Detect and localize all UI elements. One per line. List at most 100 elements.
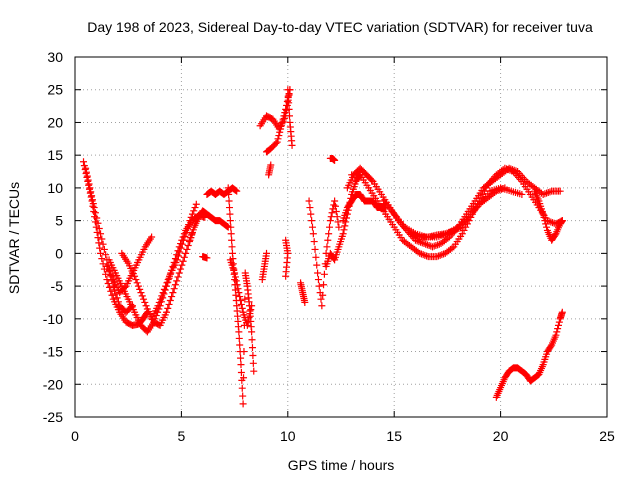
data-point: [179, 257, 187, 265]
data-point: [312, 253, 320, 261]
data-point: [177, 244, 185, 252]
series-arc-9: [203, 184, 241, 198]
data-point: [411, 231, 419, 239]
data-point: [237, 300, 245, 308]
data-point: [238, 304, 246, 312]
data-point: [308, 223, 316, 231]
data-point: [142, 302, 150, 310]
data-point: [549, 219, 557, 227]
data-point: [310, 238, 318, 246]
data-point: [494, 187, 502, 195]
series-arc-24: [348, 164, 566, 261]
data-point: [558, 217, 566, 225]
data-point: [543, 189, 551, 197]
data-point: [418, 239, 426, 247]
data-point: [239, 400, 247, 408]
data-point: [311, 245, 319, 253]
data-point: [335, 223, 343, 231]
data-point: [103, 276, 111, 284]
data-point: [283, 98, 291, 106]
data-point: [185, 221, 193, 229]
data-point: [132, 276, 140, 284]
data-point: [181, 232, 189, 240]
data-point: [284, 92, 292, 100]
series-arc-21: [326, 154, 339, 164]
data-point: [104, 279, 112, 287]
data-point: [274, 135, 282, 143]
y-tick-label: 5: [55, 213, 63, 229]
data-point: [231, 269, 239, 277]
data-point: [334, 218, 342, 226]
data-point: [178, 240, 186, 248]
data-point: [240, 374, 248, 382]
data-point: [225, 197, 233, 205]
data-point: [539, 190, 547, 198]
data-point: [417, 250, 425, 258]
series-arc-20: [322, 171, 364, 270]
data-point: [236, 293, 244, 301]
y-tick-label: -5: [51, 278, 64, 294]
data-point: [171, 281, 179, 289]
data-point: [88, 192, 96, 200]
data-point: [423, 241, 431, 249]
data-point: [315, 282, 323, 290]
data-point: [323, 243, 331, 251]
data-point: [416, 249, 424, 257]
data-point: [233, 281, 241, 289]
data-point: [105, 283, 113, 291]
y-tick-label: 25: [47, 82, 63, 98]
data-point: [326, 223, 334, 231]
data-point: [324, 236, 332, 244]
data-point: [227, 223, 235, 231]
y-tick-label: -15: [43, 344, 63, 360]
data-point: [94, 219, 102, 227]
data-point: [450, 226, 458, 234]
data-point: [301, 298, 309, 306]
data-point: [170, 285, 178, 293]
data-point: [305, 197, 313, 205]
data-point: [178, 261, 186, 269]
data-point: [93, 214, 101, 222]
x-tick-label: 10: [280, 428, 296, 444]
data-point: [446, 228, 454, 236]
data-point: [164, 304, 172, 312]
data-point: [121, 283, 129, 291]
x-tick-label: 0: [71, 428, 79, 444]
data-point: [441, 230, 449, 238]
data-point: [232, 277, 240, 285]
data-point: [235, 334, 243, 342]
data-point: [82, 164, 90, 172]
data-point: [239, 392, 247, 400]
data-point: [248, 336, 256, 344]
data-point: [430, 242, 438, 250]
data-point: [433, 253, 441, 261]
data-point: [278, 118, 286, 126]
series-arc-10: [224, 184, 258, 408]
data-point: [223, 222, 231, 230]
series-arc-26: [407, 184, 509, 241]
data-point: [86, 184, 94, 192]
data-point: [99, 260, 107, 268]
data-point: [102, 251, 110, 259]
data-point: [279, 115, 287, 123]
data-point: [166, 296, 174, 304]
data-point: [458, 230, 466, 238]
data-point: [93, 228, 101, 236]
data-point: [148, 233, 156, 241]
data-point: [169, 289, 177, 297]
data-point: [84, 176, 92, 184]
data-point: [186, 217, 194, 225]
data-point: [160, 285, 168, 293]
data-point: [555, 318, 563, 326]
data-point: [425, 242, 433, 250]
data-point: [277, 125, 285, 133]
data-point: [183, 224, 191, 232]
data-point: [317, 295, 325, 303]
data-point: [272, 139, 280, 147]
data-point: [203, 254, 211, 262]
data-point: [175, 269, 183, 277]
data-point: [163, 279, 171, 287]
data-point: [506, 166, 514, 174]
data-point: [434, 252, 442, 260]
data-point: [288, 141, 296, 149]
